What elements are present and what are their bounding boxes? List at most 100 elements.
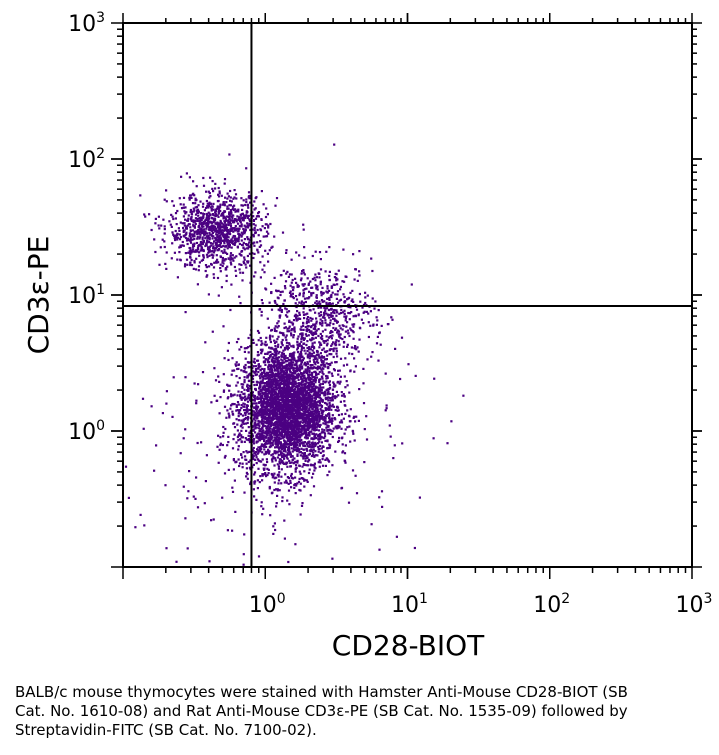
event-dot: [261, 404, 264, 407]
event-dot: [189, 263, 192, 267]
event-dot: [307, 441, 310, 444]
event-dot: [265, 373, 268, 377]
event-dot: [311, 381, 314, 384]
event-dot: [273, 377, 276, 380]
event-dot: [212, 273, 215, 276]
event-dot: [288, 343, 291, 346]
event-dot: [269, 444, 272, 447]
event-dot: [256, 395, 259, 399]
event-dot: [223, 221, 227, 224]
event-dot: [318, 440, 321, 443]
event-dot: [327, 425, 330, 428]
event-dot: [209, 195, 212, 198]
event-dot: [244, 357, 247, 360]
event-dot: [351, 298, 354, 301]
event-dot: [301, 426, 304, 429]
event-dot: [262, 402, 265, 405]
event-dot: [316, 410, 319, 413]
event-dot: [309, 413, 312, 416]
event-dot: [335, 425, 338, 428]
event-dot: [299, 402, 302, 405]
event-dot: [328, 446, 331, 449]
event-dot: [241, 233, 244, 236]
event-dot: [344, 386, 347, 389]
event-dot: [331, 419, 334, 422]
event-dot: [274, 459, 277, 462]
event-dot: [246, 418, 249, 421]
event-dot: [257, 449, 260, 452]
event-dot: [327, 390, 330, 393]
event-dot: [307, 397, 311, 400]
event-dot: [281, 409, 284, 412]
event-dot: [324, 421, 327, 424]
event-dot: [297, 356, 300, 359]
event-dot: [221, 264, 224, 268]
event-dot: [197, 225, 200, 228]
event-dot: [190, 264, 194, 267]
event-dot: [232, 234, 235, 238]
event-dot: [244, 203, 247, 207]
event-dot: [214, 182, 217, 185]
event-dot: [224, 237, 227, 240]
event-dot: [283, 428, 286, 431]
event-dot: [258, 385, 261, 388]
event-dot: [217, 461, 220, 464]
event-dot: [252, 256, 255, 260]
event-dot: [340, 394, 344, 397]
event-dot: [276, 322, 279, 325]
event-dot: [206, 217, 209, 220]
event-dot: [200, 245, 203, 248]
event-dot: [225, 416, 228, 419]
event-dot: [280, 331, 283, 335]
event-dot: [191, 193, 194, 196]
event-dot: [204, 244, 207, 248]
event-dot: [289, 443, 292, 446]
event-dot: [215, 208, 218, 211]
event-dot: [286, 452, 289, 455]
event-dot: [285, 463, 288, 466]
event-dot: [292, 401, 295, 404]
event-dot: [252, 219, 256, 222]
event-dot: [260, 430, 263, 433]
event-dot: [315, 294, 318, 297]
event-dot: [262, 235, 265, 238]
event-dot: [362, 382, 365, 385]
event-dot: [239, 214, 242, 217]
event-dot: [235, 210, 238, 213]
event-dot: [300, 376, 303, 379]
event-dot: [265, 393, 268, 396]
event-dot: [284, 365, 287, 368]
event-dot: [225, 233, 228, 237]
event-dot: [205, 212, 208, 216]
event-dot: [261, 367, 264, 371]
event-dot: [254, 224, 257, 227]
event-dot: [261, 387, 265, 390]
event-dot: [281, 351, 284, 354]
event-dot: [264, 473, 267, 476]
event-dot: [286, 404, 289, 407]
event-dot: [312, 412, 315, 415]
event-dot: [260, 448, 263, 451]
event-dot: [235, 361, 238, 364]
event-dot: [282, 416, 285, 419]
event-dot: [349, 327, 352, 330]
event-dot: [280, 413, 283, 416]
event-dot: [289, 461, 292, 464]
event-dot: [312, 358, 315, 361]
event-dot: [292, 361, 295, 364]
event-dot: [317, 410, 320, 413]
event-dot: [266, 413, 269, 416]
event-dot: [274, 446, 277, 449]
event-dot: [227, 215, 230, 219]
event-dot: [338, 436, 341, 439]
event-dot: [304, 383, 307, 386]
event-dot: [240, 239, 243, 242]
event-dot: [219, 255, 222, 258]
event-dot: [279, 386, 282, 390]
event-dot: [256, 448, 259, 451]
event-dot: [160, 224, 163, 227]
event-dot: [299, 392, 303, 395]
event-dot: [212, 217, 215, 220]
event-dot: [300, 404, 303, 407]
event-dot: [267, 372, 270, 375]
